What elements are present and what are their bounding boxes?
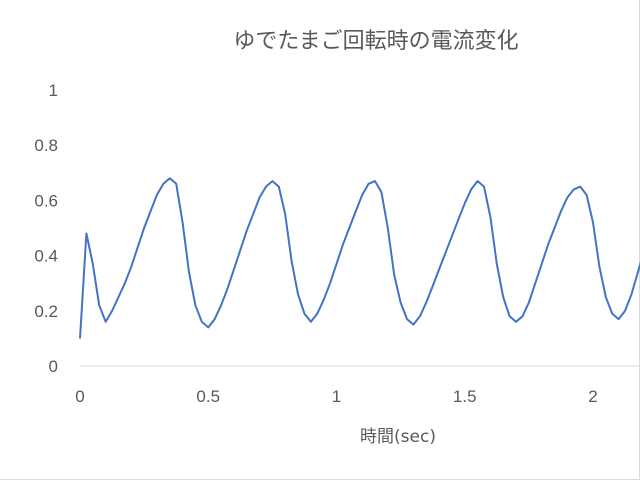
series-line — [79, 177, 640, 339]
y-tick-label: 0.8 — [34, 136, 58, 155]
chart-title: ゆでたまご回転時の電流変化 — [233, 29, 518, 54]
y-tick-label: 0 — [49, 357, 58, 376]
x-axis-title: 時間(sec) — [360, 427, 436, 447]
x-tick-label: 1.5 — [453, 387, 477, 406]
x-tick-label: 1 — [332, 387, 341, 406]
x-tick-label: 0.5 — [196, 387, 220, 406]
y-tick-label: 0.4 — [34, 247, 58, 266]
y-tick-label: 0.2 — [34, 302, 58, 321]
y-axis-tick-labels: 0 0.2 0.4 0.6 0.8 1 — [34, 81, 58, 376]
y-tick-label: 1 — [49, 81, 58, 100]
x-axis-tick-labels: 0 0.5 1 1.5 2 — [75, 387, 597, 406]
x-tick-label: 0 — [75, 387, 84, 406]
x-tick-label: 2 — [588, 387, 597, 406]
y-tick-label: 0.6 — [34, 191, 58, 210]
